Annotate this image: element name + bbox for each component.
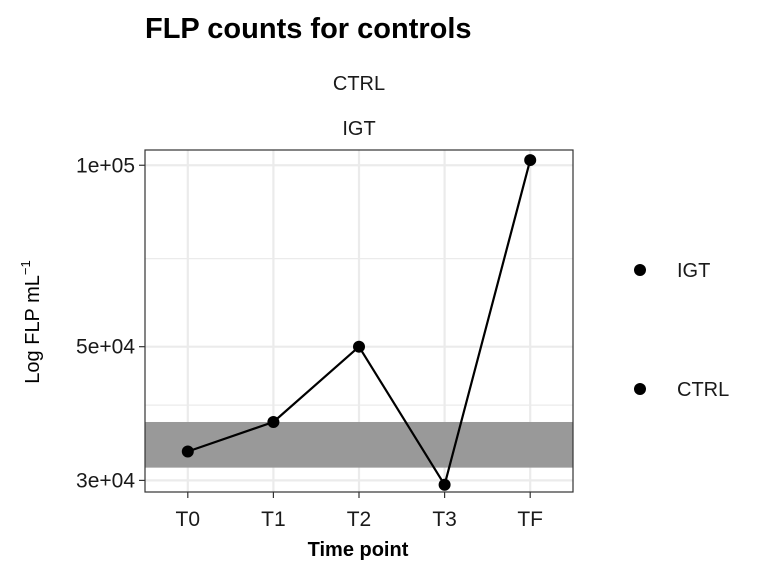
- y-axis-title: Log FLP mL−1: [18, 260, 44, 383]
- shaded-band: [145, 421, 573, 468]
- svg-text:Log FLP mL−1: Log FLP mL−1: [18, 260, 44, 383]
- data-point-t2: [353, 340, 365, 353]
- plot-panel: [144, 149, 574, 493]
- y-tick-label: 5e+04: [76, 336, 135, 359]
- x-axis-title: Time point: [308, 539, 409, 561]
- x-tick-label: TF: [517, 508, 543, 531]
- chart-title: FLP counts for controls: [145, 13, 472, 45]
- facet-strip-label: CTRL: [333, 73, 385, 95]
- data-point-t1: [267, 415, 280, 428]
- data-point-tf: [524, 154, 537, 167]
- legend-label: CTRL: [677, 379, 729, 401]
- facet-strip-label: IGT: [342, 118, 375, 140]
- series-group: [181, 154, 537, 491]
- y-axis-title-main: Log FLP mL: [22, 275, 44, 384]
- y-axis-title-superscript: −1: [18, 260, 33, 275]
- data-point-t0: [181, 445, 194, 458]
- x-tick-label: T3: [432, 508, 457, 531]
- x-axis: T0 T1 T2 T3 TF: [176, 492, 543, 531]
- legend: IGT CTRL: [634, 260, 729, 401]
- x-tick-label: T0: [176, 508, 201, 531]
- y-axis: 3e+04 5e+04 1e+05: [76, 154, 145, 492]
- x-tick-label: T1: [261, 508, 286, 531]
- y-tick-label: 3e+04: [76, 469, 135, 492]
- legend-key: [634, 264, 646, 276]
- legend-key: [634, 383, 646, 395]
- facet-strips: CTRL IGT: [333, 73, 385, 140]
- legend-label: IGT: [677, 260, 710, 282]
- data-point-t3: [438, 478, 451, 491]
- y-tick-label: 1e+05: [76, 154, 135, 177]
- x-tick-label: T2: [347, 508, 372, 531]
